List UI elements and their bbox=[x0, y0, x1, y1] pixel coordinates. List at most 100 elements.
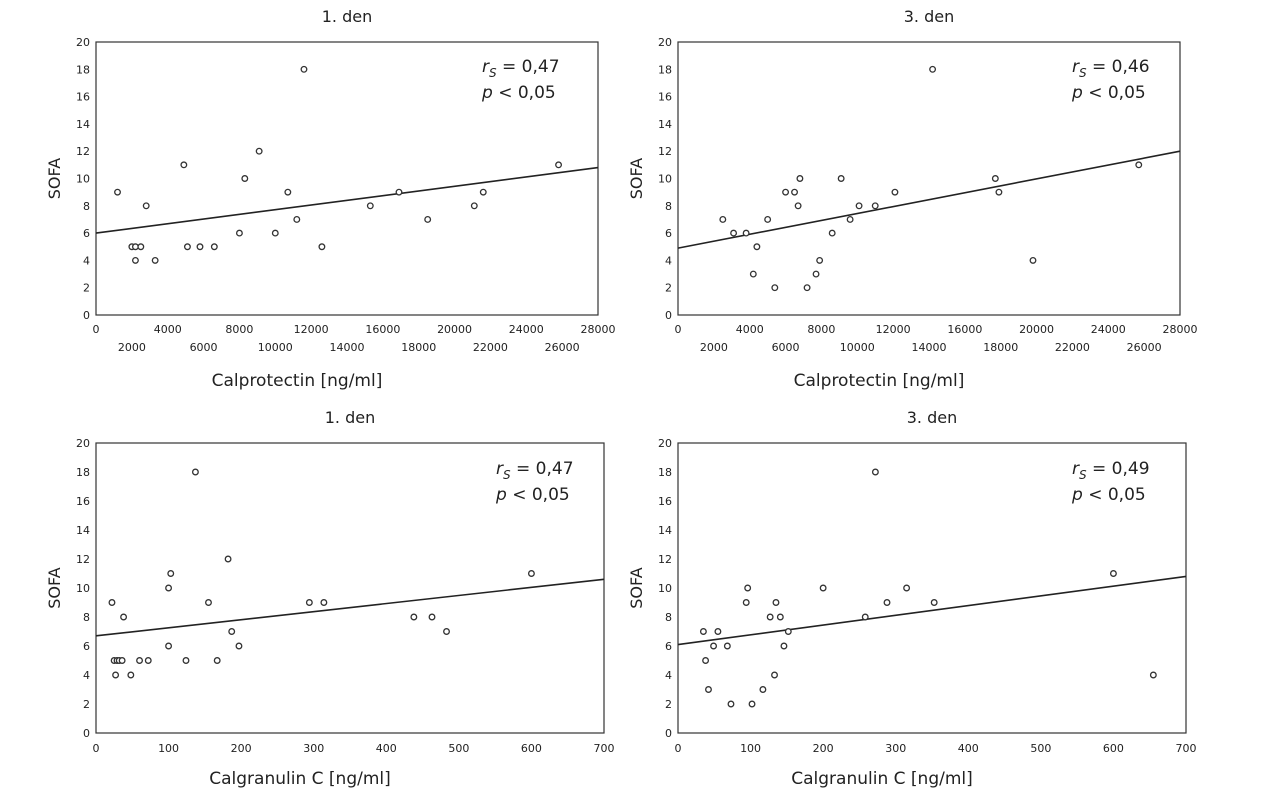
data-point bbox=[224, 555, 232, 563]
x-tick-label: 20000 bbox=[1019, 323, 1054, 336]
x-tick-label: 22000 bbox=[473, 341, 508, 354]
y-axis-title: SOFA bbox=[627, 567, 646, 608]
stat-r-symbol: r bbox=[1072, 57, 1080, 77]
y-tick-label: 6 bbox=[83, 640, 90, 653]
x-tick-label: 700 bbox=[1176, 742, 1197, 755]
plot-frame bbox=[677, 442, 1187, 734]
data-point bbox=[753, 243, 761, 251]
x-axis-title: Calgranulin C [ng/ml] bbox=[209, 769, 391, 789]
y-tick-label: 6 bbox=[83, 227, 90, 240]
data-point bbox=[766, 613, 774, 621]
regression-line bbox=[677, 575, 1187, 646]
x-tick-label: 0 bbox=[675, 742, 682, 755]
data-point bbox=[443, 628, 450, 635]
stat-p-value: < 0,05 bbox=[507, 485, 570, 505]
data-point bbox=[837, 175, 845, 182]
x-tick-label: 2000 bbox=[118, 341, 146, 354]
data-point bbox=[714, 628, 722, 635]
stat-r-subscript: S bbox=[489, 66, 497, 80]
x-tick-label: 26000 bbox=[1127, 341, 1162, 354]
data-point bbox=[780, 642, 788, 650]
data-point bbox=[1149, 671, 1157, 679]
y-tick-label: 20 bbox=[658, 36, 672, 49]
data-point bbox=[255, 147, 263, 155]
y-tick-label: 2 bbox=[665, 282, 672, 295]
data-point bbox=[182, 657, 190, 664]
stat-p-symbol: p bbox=[495, 485, 507, 505]
y-axis-title: SOFA bbox=[627, 158, 646, 199]
y-axis-title: SOFA bbox=[45, 158, 64, 199]
data-point bbox=[819, 584, 827, 592]
data-point bbox=[300, 65, 308, 73]
data-point bbox=[424, 215, 432, 223]
data-point bbox=[205, 599, 212, 606]
data-point bbox=[776, 613, 784, 621]
y-tick-label: 4 bbox=[665, 669, 672, 682]
plot-frame bbox=[677, 41, 1181, 316]
data-point bbox=[183, 243, 191, 251]
data-point bbox=[137, 243, 145, 251]
data-point bbox=[742, 229, 750, 237]
x-tick-label: 10000 bbox=[840, 341, 875, 354]
y-tick-label: 10 bbox=[658, 582, 672, 595]
regression-line bbox=[95, 578, 605, 637]
x-tick-label: 0 bbox=[93, 742, 100, 755]
panel-2: 3. den 0 2 4 6 8 10 12 14 16 18 20 0 4000 8000 12000 160… bbox=[627, 7, 1198, 391]
y-tick-label: 12 bbox=[76, 553, 90, 566]
y-tick-label: 0 bbox=[665, 727, 672, 740]
y-tick-label: 10 bbox=[658, 173, 672, 186]
data-point bbox=[305, 599, 313, 606]
stat-r-subscript: S bbox=[1079, 468, 1087, 482]
data-point bbox=[883, 599, 891, 606]
data-point bbox=[235, 229, 243, 237]
data-point bbox=[742, 599, 750, 606]
x-axis-title: Calgranulin C [ng/ml] bbox=[791, 769, 973, 789]
x-tick-label: 4000 bbox=[736, 323, 764, 336]
stat-p-value: < 0,05 bbox=[1083, 83, 1146, 103]
data-point bbox=[241, 175, 249, 182]
regression-line bbox=[95, 166, 599, 234]
x-tick-label: 2000 bbox=[700, 341, 728, 354]
chart-title: 1. den bbox=[322, 7, 373, 26]
data-point bbox=[891, 188, 899, 196]
x-axis-title: Calprotectin [ng/ml] bbox=[794, 371, 965, 391]
data-point bbox=[470, 202, 478, 210]
x-tick-label: 18000 bbox=[983, 341, 1018, 354]
stat-r-subscript: S bbox=[503, 468, 511, 482]
stat-r-value: = 0,47 bbox=[497, 57, 560, 77]
data-point bbox=[165, 642, 173, 650]
data-point bbox=[699, 628, 707, 635]
y-tick-label: 18 bbox=[658, 63, 672, 76]
stat-p-symbol: p bbox=[481, 83, 493, 103]
data-point bbox=[723, 642, 731, 650]
x-axis-title: Calprotectin [ng/ml] bbox=[212, 371, 383, 391]
x-tick-label: 400 bbox=[958, 742, 979, 755]
x-tick-label: 4000 bbox=[154, 323, 182, 336]
stat-r-value: = 0,49 bbox=[1087, 459, 1150, 479]
data-point bbox=[772, 599, 780, 606]
data-point bbox=[991, 175, 999, 182]
data-point bbox=[165, 584, 173, 592]
stat-r-symbol: r bbox=[496, 459, 504, 479]
y-tick-label: 14 bbox=[76, 524, 90, 537]
x-tick-label: 600 bbox=[1103, 742, 1124, 755]
x-tick-label: 10000 bbox=[258, 341, 293, 354]
y-tick-label: 20 bbox=[76, 36, 90, 49]
y-tick-label: 6 bbox=[665, 640, 672, 653]
y-tick-label: 16 bbox=[76, 91, 90, 104]
x-tick-label: 14000 bbox=[330, 341, 365, 354]
y-tick-label: 14 bbox=[76, 118, 90, 131]
x-tick-label: 20000 bbox=[437, 323, 472, 336]
stat-correlation: rS = 0,46 bbox=[1072, 57, 1150, 80]
data-point bbox=[112, 671, 120, 679]
data-point bbox=[727, 700, 735, 708]
x-tick-label: 100 bbox=[740, 742, 761, 755]
y-axis-title: SOFA bbox=[45, 567, 64, 608]
stat-pvalue: p < 0,05 bbox=[1071, 485, 1146, 505]
data-point bbox=[410, 613, 418, 621]
data-point bbox=[180, 161, 188, 169]
data-point bbox=[759, 686, 767, 693]
stat-correlation: rS = 0,49 bbox=[1072, 459, 1150, 482]
y-tick-label: 6 bbox=[665, 227, 672, 240]
